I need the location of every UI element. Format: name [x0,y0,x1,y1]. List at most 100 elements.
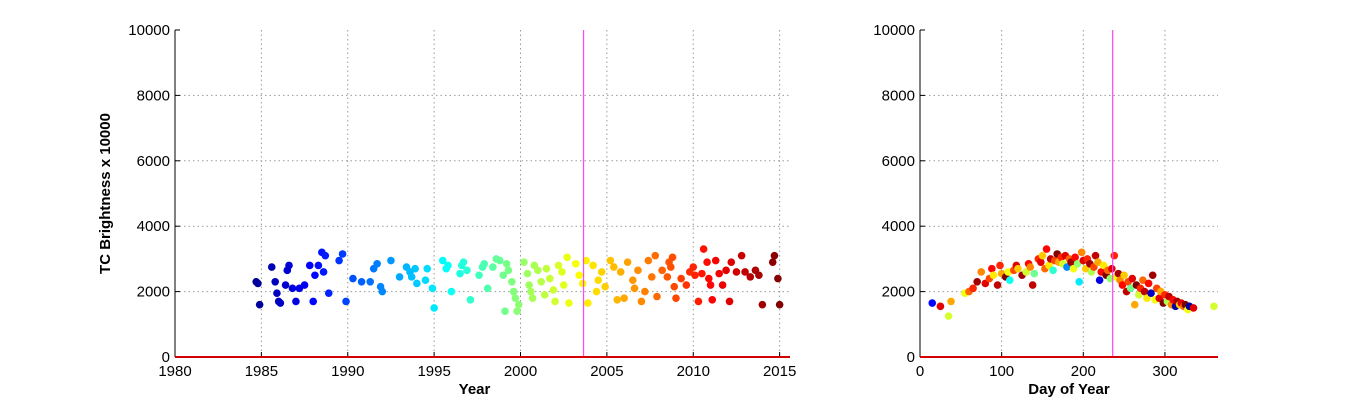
y-tick-label: 0 [162,349,170,366]
data-point [993,281,1002,289]
data-point [677,274,685,283]
data-point [651,251,660,260]
data-point [663,273,672,281]
data-point [1130,300,1139,309]
data-point [1071,253,1079,262]
data-point [413,279,421,288]
chart-1: 1980 1985 1990 1995 2000 2005 2010 2015 0 2000 400… [97,22,796,398]
x-axis-title: Year [459,381,491,398]
data-point [444,261,452,270]
data-point [575,271,584,280]
data-point [1189,304,1198,312]
data-point [1135,291,1143,299]
data-point [582,256,590,265]
data-point [1038,251,1047,260]
data-point [634,266,642,275]
data-point [271,277,279,286]
data-point [533,266,542,275]
data-point [523,269,532,278]
data-point [644,256,653,265]
data-point [1091,251,1100,260]
x-tick-label: 1990 [331,363,364,380]
data-point [1094,258,1102,266]
data-point [357,277,366,286]
data-point [1037,258,1045,266]
data-point [1026,263,1035,271]
data-point [292,297,300,306]
data-point [725,297,734,306]
data-point [254,279,262,288]
data-point [1073,260,1082,268]
data-point [475,271,483,280]
data-point [480,260,489,268]
data-point [511,294,520,302]
data-point [616,268,625,276]
data-point [489,263,497,271]
data-point [969,284,977,293]
data-point [311,271,319,280]
data-point [606,256,615,265]
x-tick-label: 1995 [417,363,450,380]
y-axis-title: TC Brightness x 10000 [97,113,114,274]
data-point [542,264,551,273]
data-point [928,299,937,307]
data-point [255,300,264,309]
data-point [563,253,571,262]
data-point [706,281,715,289]
data-point [770,251,779,260]
data-point [647,273,656,281]
data-point [288,284,297,293]
data-point [499,271,508,280]
data-point [1210,302,1218,311]
data-point [658,266,666,275]
data-point [387,256,395,265]
data-point [483,284,492,293]
data-point [305,261,314,270]
data-point [703,258,711,266]
data-point [335,256,343,265]
data-point [1144,279,1153,288]
data-point [689,263,698,271]
data-point [513,307,521,316]
x-tick-label: 300 [1152,363,1177,380]
data-point [722,266,730,275]
data-point [667,263,675,271]
data-point [1028,281,1037,289]
x-tick-label: 0 [916,363,924,380]
data-point [746,273,755,281]
data-point [459,258,468,266]
data-point [578,279,587,288]
data-point [281,281,290,289]
data-point [589,261,597,270]
data-point [549,286,558,294]
data-point [1030,269,1039,278]
chart-2: 0 100 200 300 0 2000 4000 6000 8000 10000 Day of Y… [873,22,1218,398]
data-point [1128,274,1137,283]
data-point [775,300,784,309]
data-point [407,273,416,281]
data-point [514,300,523,309]
data-point [411,264,419,273]
data-point [1014,264,1022,273]
y-tick-label: 8000 [882,87,915,104]
data-point [691,271,699,280]
data-point [319,268,328,276]
data-point [755,271,763,280]
x-tick-label: 100 [989,363,1014,380]
data-point [463,266,471,275]
x-tick-label: 2005 [590,363,623,380]
data-point [554,261,563,270]
data-point [504,266,513,275]
data-point [1139,276,1147,284]
data-point [551,297,559,306]
data-point [421,276,430,284]
data-point [546,274,554,283]
data-point [944,312,953,320]
data-point [456,269,464,278]
data-point [1095,276,1104,284]
data-point [1042,245,1051,253]
data-point [977,268,986,276]
data-point [774,274,782,283]
data-point [694,297,703,306]
data-point [601,282,609,291]
